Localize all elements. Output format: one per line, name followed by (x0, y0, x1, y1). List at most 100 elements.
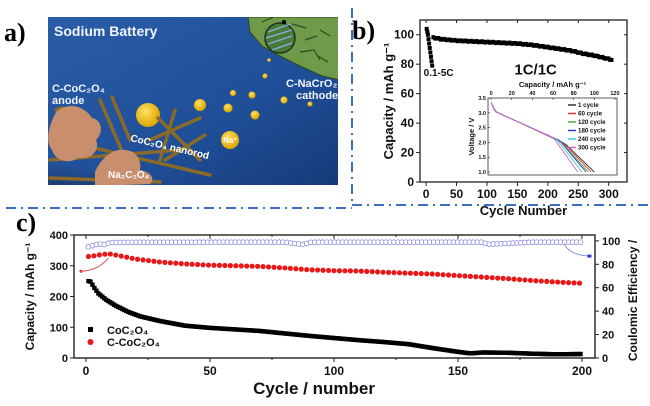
inset-y-tick-label: 2.5 (478, 126, 486, 132)
data-point-c-coc2o4 (342, 268, 348, 274)
data-point-rate (428, 50, 433, 55)
inset-x-tick-label: 60 (550, 91, 556, 97)
data-point-c-coc2o4 (418, 271, 424, 277)
legend-label: 120 cycle (578, 119, 606, 126)
data-point-rate (428, 54, 433, 59)
data-point-c-coc2o4 (211, 262, 217, 268)
data-point-c-coc2o4 (413, 270, 419, 277)
y2-tick-label: 20 (602, 330, 614, 342)
data-point-c-coc2o4 (380, 269, 386, 275)
data-point-c-coc2o4 (402, 270, 408, 276)
legend-label: 1 cycle (578, 102, 599, 109)
legend-label: 300 cycle (578, 145, 606, 152)
data-point-c-coc2o4 (462, 273, 468, 279)
inset-ticks: 0 20 40 60 80 100 120 1.0 1.5 2.0 2.5 3.0 3.5 (478, 91, 619, 176)
data-point-c-coc2o4 (489, 275, 495, 281)
arrow-right-axis (564, 244, 590, 257)
data-point-c-coc2o4 (500, 275, 506, 281)
x-tick-label: 0 (83, 364, 90, 378)
data-point-c-coc2o4 (129, 255, 135, 261)
data-point-c-coc2o4 (271, 264, 277, 270)
data-point-c-coc2o4 (445, 272, 452, 278)
data-point-c-coc2o4 (298, 266, 304, 272)
chart-c-ticks: 0 50 100 150 200 0 100 200 300 400 0 20 40 60 80 100 (50, 230, 621, 378)
chart-c-axis-arrows (79, 244, 592, 273)
labeled-ion (221, 131, 239, 149)
y-tick-label: 100 (394, 28, 414, 42)
data-point-c-coc2o4 (467, 273, 473, 279)
data-point-c-coc2o4 (304, 266, 310, 273)
chart-b-points (424, 26, 614, 68)
legend-label: 60 cycle (578, 111, 603, 118)
data-point-coc2o4 (90, 282, 95, 287)
y-tick-label: 60 (401, 87, 415, 101)
x-tick-label: 250 (568, 187, 588, 201)
data-point-c-coc2o4 (522, 277, 528, 283)
x-tick-label: 100 (477, 187, 497, 201)
data-point-c-coc2o4 (391, 269, 397, 276)
data-point-coc2o4 (578, 351, 583, 357)
y-tick-label: 40 (401, 116, 415, 130)
data-point-c-coc2o4 (456, 273, 463, 279)
data-point-c-coc2o4 (260, 263, 266, 270)
annotation-rate: 0.1-5C (424, 68, 454, 79)
arrow-left-head (79, 269, 83, 273)
data-point-c-coc2o4 (484, 274, 490, 280)
data-point-coc2o4 (94, 288, 99, 293)
data-point-c-coc2o4 (151, 258, 157, 264)
x-tick-label: 200 (538, 187, 558, 201)
cathode-label: C-NaCrO₂ (286, 78, 337, 90)
data-point-c-coc2o4 (178, 261, 184, 267)
y2-tick-label: 60 (602, 283, 614, 295)
chart-b-frame (419, 19, 628, 183)
arrow-left-axis (81, 257, 109, 272)
inset-x-tick-label: 100 (590, 91, 599, 97)
data-point-c-coc2o4 (347, 268, 353, 274)
inset-x-tick-label: 80 (571, 91, 577, 97)
data-point-ce (577, 239, 584, 245)
anode-blob (48, 105, 101, 162)
data-point-c-coc2o4 (473, 274, 479, 280)
data-point-c-coc2o4 (140, 257, 146, 263)
data-point-c-coc2o4 (282, 265, 288, 271)
chart-b-inset: 0 20 40 60 80 100 120 1.0 1.5 2.0 2.5 3.0 3.5 1 cycl… (467, 80, 620, 176)
data-point-c-coc2o4 (353, 268, 359, 274)
data-point-rate (427, 41, 432, 46)
data-point-rate (425, 29, 430, 34)
data-point-c-coc2o4 (527, 277, 534, 283)
x-tick-label: 50 (450, 187, 464, 201)
data-point-c-coc2o4 (96, 252, 102, 258)
data-point-c-coc2o4 (238, 263, 244, 269)
x-tick-label: 150 (448, 364, 468, 378)
data-point-c-coc2o4 (265, 264, 272, 270)
x-tick-label: 200 (572, 364, 592, 378)
inset-frame (487, 97, 618, 176)
panel-label-b: b) (352, 16, 376, 45)
data-point-rate (426, 37, 431, 42)
legend-marker-coc2o4 (88, 327, 93, 332)
data-point-c-coc2o4 (91, 253, 97, 259)
cathode-sublabel: cathode (296, 90, 338, 102)
sodium-ions (136, 58, 313, 149)
data-point-rate (427, 45, 432, 50)
chart-c: 0 50 100 150 200 0 100 200 300 400 0 20 40 60 80 100 Co… (23, 230, 640, 398)
chart-c-y2label: Coulomic Efficiency / (626, 239, 640, 361)
x-tick-label: 150 (507, 187, 527, 201)
data-point-c-coc2o4 (495, 275, 501, 281)
data-point-rate (429, 59, 434, 64)
ion-label: Na⁺ (223, 136, 237, 145)
cathode-structure (247, 17, 338, 81)
panel-label-a: a) (4, 18, 26, 47)
chart-b-xlabel: Cycle Number (480, 203, 567, 218)
data-point-c-coc2o4 (287, 265, 293, 271)
illustration-title: Sodium Battery (54, 23, 158, 39)
data-point-c-coc2o4 (375, 269, 381, 275)
data-point-cycle (609, 57, 614, 62)
inset-x-tick-label: 20 (509, 91, 515, 97)
data-point-c-coc2o4 (216, 262, 223, 268)
data-point-c-coc2o4 (276, 264, 283, 271)
chart-c-points (85, 239, 584, 357)
data-point-c-coc2o4 (516, 276, 523, 283)
